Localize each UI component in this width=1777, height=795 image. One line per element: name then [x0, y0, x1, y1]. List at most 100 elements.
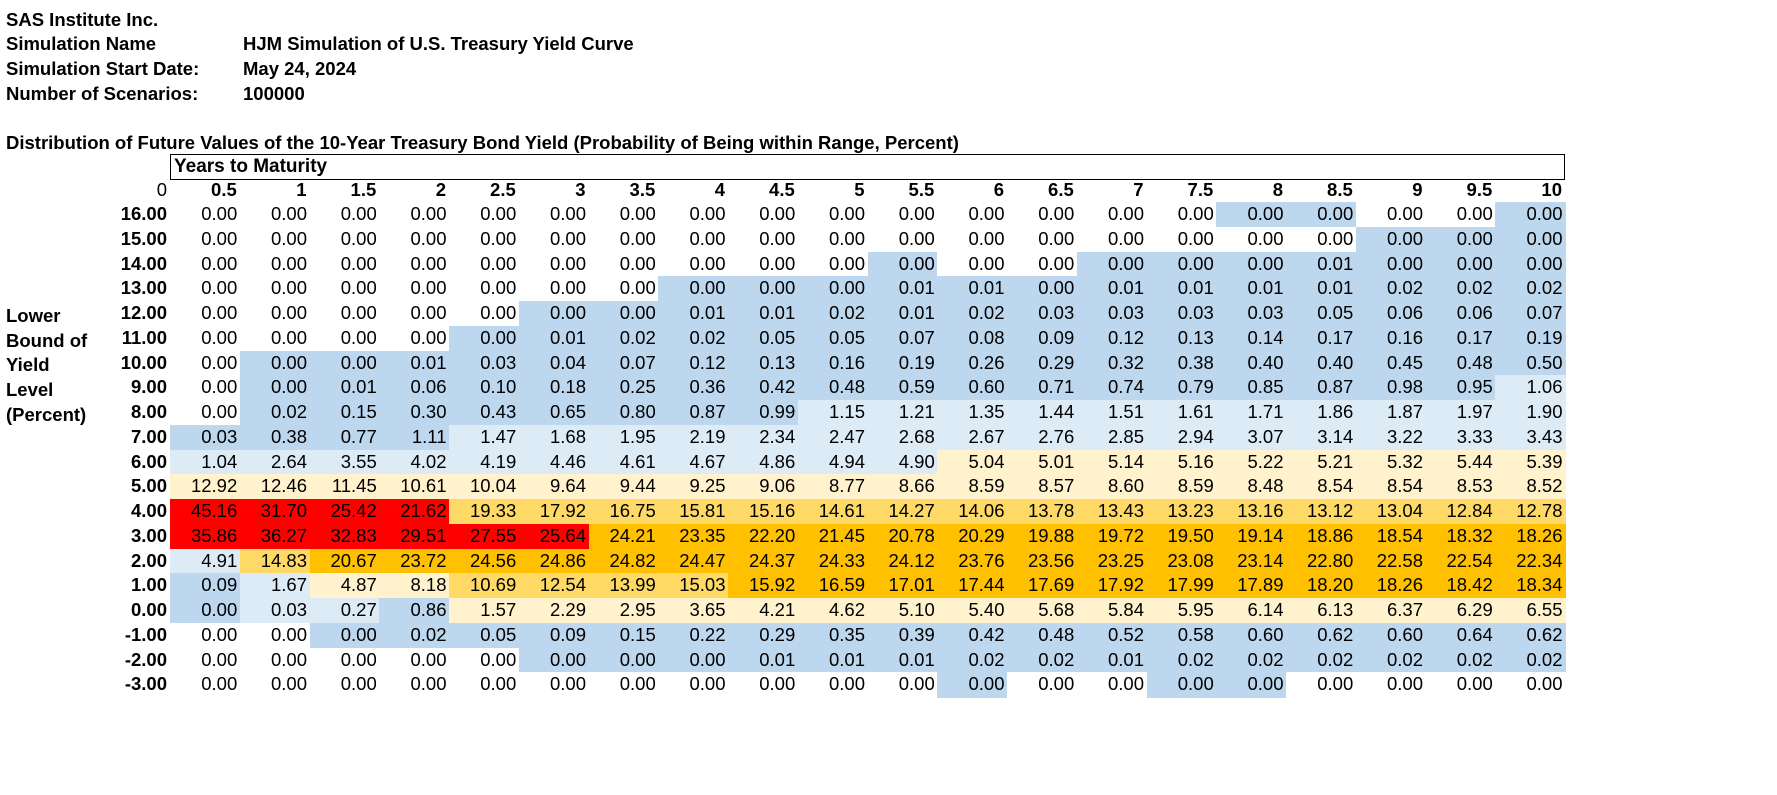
probability-cell: 8.53 — [1425, 474, 1496, 500]
probability-cell: 4.21 — [728, 598, 799, 624]
row-header: -2.00 — [124, 648, 167, 670]
probability-cell: 0.00 — [1007, 202, 1078, 228]
probability-cell: 0.00 — [379, 226, 450, 252]
probability-cell: 4.46 — [518, 449, 589, 475]
probability-cell: 0.05 — [728, 325, 799, 351]
probability-cell: 18.54 — [1355, 523, 1426, 549]
probability-cell: 0.00 — [379, 202, 450, 228]
probability-cell: 0.09 — [518, 622, 589, 648]
column-header: 3 — [575, 179, 586, 200]
probability-cell: 21.62 — [379, 499, 450, 525]
probability-cell: 0.62 — [1495, 622, 1566, 648]
probability-cell: 0.07 — [588, 350, 659, 376]
probability-cell: 1.90 — [1495, 400, 1566, 426]
years-to-maturity-label: Years to Maturity — [174, 156, 328, 177]
probability-cell: 0.00 — [449, 301, 520, 327]
probability-cell: 5.04 — [937, 449, 1008, 475]
probability-cell: 13.12 — [1286, 499, 1357, 525]
probability-cell: 0.00 — [1286, 202, 1357, 228]
column-header: 7 — [1133, 179, 1144, 200]
row-header: 11.00 — [121, 326, 167, 348]
probability-cell: 1.11 — [379, 424, 450, 450]
probability-cell: 0.00 — [309, 672, 380, 698]
probability-cell: 0.00 — [170, 325, 241, 351]
probability-cell: 9.06 — [728, 474, 799, 500]
column-header: 8 — [1272, 179, 1283, 200]
probability-cell: 0.40 — [1216, 350, 1287, 376]
probability-cell: 0.25 — [588, 375, 659, 401]
probability-cell: 0.00 — [1216, 226, 1287, 252]
probability-cell: 23.25 — [1076, 548, 1147, 574]
probability-cell: 0.00 — [588, 226, 659, 252]
probability-cell: 0.07 — [867, 325, 938, 351]
probability-cell: 2.34 — [728, 424, 799, 450]
row-header: 0.00 — [130, 599, 167, 620]
probability-cell: 23.56 — [1007, 548, 1078, 574]
probability-cell: 0.40 — [1286, 350, 1357, 376]
probability-cell: 0.29 — [728, 622, 799, 648]
row-header: 2.00 — [130, 549, 167, 571]
probability-cell: 0.06 — [1355, 301, 1426, 327]
probability-cell: 0.00 — [1216, 251, 1287, 277]
probability-cell: 0.79 — [1146, 375, 1217, 401]
probability-cell: 0.00 — [1425, 251, 1496, 277]
probability-cell: 0.27 — [309, 598, 380, 624]
probability-cell: 17.44 — [937, 573, 1008, 599]
start-date-label: Simulation Start Date: — [6, 58, 200, 79]
probability-cell: 0.00 — [170, 350, 241, 376]
probability-cell: 0.00 — [1286, 226, 1357, 252]
probability-cell: 0.00 — [797, 202, 868, 228]
probability-cell: 0.00 — [797, 251, 868, 277]
probability-cell: 18.26 — [1495, 523, 1566, 549]
probability-cell: 0.15 — [588, 622, 659, 648]
probability-cell: 0.02 — [797, 301, 868, 327]
probability-cell: 1.95 — [588, 424, 659, 450]
probability-cell: 0.00 — [518, 672, 589, 698]
probability-cell: 0.50 — [1495, 350, 1566, 376]
probability-cell: 24.12 — [867, 548, 938, 574]
probability-cell: 0.02 — [937, 301, 1008, 327]
probability-cell: 0.01 — [867, 276, 938, 302]
column-header: 1 — [296, 179, 307, 200]
probability-cell: 0.00 — [867, 672, 938, 698]
probability-cell: 0.00 — [309, 350, 380, 376]
probability-cell: 5.39 — [1495, 449, 1566, 475]
probability-cell: 0.02 — [379, 622, 450, 648]
probability-cell: 18.32 — [1425, 523, 1496, 549]
probability-cell: 2.47 — [797, 424, 868, 450]
probability-cell: 0.02 — [1425, 276, 1496, 302]
probability-cell: 24.82 — [588, 548, 659, 574]
probability-cell: 19.88 — [1007, 523, 1078, 549]
probability-cell: 5.95 — [1146, 598, 1217, 624]
probability-cell: 0.00 — [170, 400, 241, 426]
probability-cell: 19.72 — [1076, 523, 1147, 549]
probability-cell: 15.81 — [658, 499, 729, 525]
probability-cell: 0.02 — [658, 325, 729, 351]
probability-cell: 0.13 — [1146, 325, 1217, 351]
company-name: SAS Institute Inc. — [6, 9, 159, 30]
corner-zero: 0 — [156, 179, 167, 200]
probability-cell: 0.00 — [1495, 251, 1566, 277]
probability-cell: 22.34 — [1495, 548, 1566, 574]
probability-cell: 0.02 — [1146, 647, 1217, 673]
probability-cell: 9.25 — [658, 474, 729, 500]
probability-cell: 0.02 — [1425, 647, 1496, 673]
probability-cell: 0.00 — [1355, 672, 1426, 698]
probability-cell: 1.51 — [1076, 400, 1147, 426]
probability-cell: 0.71 — [1007, 375, 1078, 401]
probability-cell: 22.80 — [1286, 548, 1357, 574]
probability-cell: 24.33 — [797, 548, 868, 574]
probability-cell: 0.60 — [1355, 622, 1426, 648]
probability-cell: 17.99 — [1146, 573, 1217, 599]
probability-cell: 24.86 — [518, 548, 589, 574]
probability-cell: 19.14 — [1216, 523, 1287, 549]
probability-cell: 0.00 — [658, 251, 729, 277]
probability-cell: 3.14 — [1286, 424, 1357, 450]
probability-cell: 0.32 — [1076, 350, 1147, 376]
probability-cell: 5.10 — [867, 598, 938, 624]
probability-cell: 0.01 — [867, 301, 938, 327]
probability-cell: 16.59 — [797, 573, 868, 599]
column-header: 9.5 — [1466, 179, 1493, 200]
probability-cell: 0.00 — [449, 202, 520, 228]
probability-cell: 0.00 — [1495, 202, 1566, 228]
